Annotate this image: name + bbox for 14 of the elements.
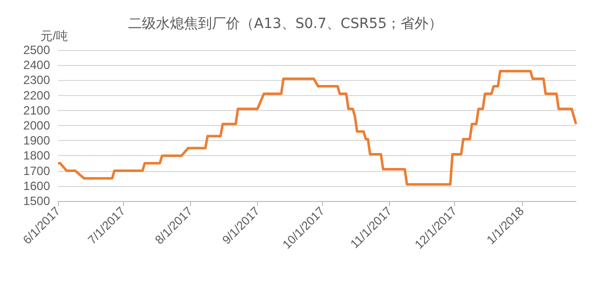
y-tick-label: 2200: [23, 88, 50, 102]
y-axis-title: 元/吨: [40, 29, 68, 43]
y-tick-label: 1500: [23, 194, 50, 208]
line-series: [56, 70, 578, 186]
y-tick-label: 1900: [23, 134, 50, 148]
chart-title: 二级水熄焦到厂价（A13、S0.7、CSR55；省外）: [128, 16, 443, 32]
y-tick-label: 2500: [23, 43, 50, 57]
y-tick-label: 1600: [23, 178, 50, 193]
y-tick-label: 1800: [23, 148, 50, 163]
y-tick-label: 2100: [23, 103, 50, 118]
y-tick-label: 2000: [23, 118, 50, 132]
y-tick-label: 1700: [23, 164, 50, 178]
y-tick-label: 2400: [23, 58, 50, 72]
y-tick-label: 2300: [23, 73, 50, 88]
